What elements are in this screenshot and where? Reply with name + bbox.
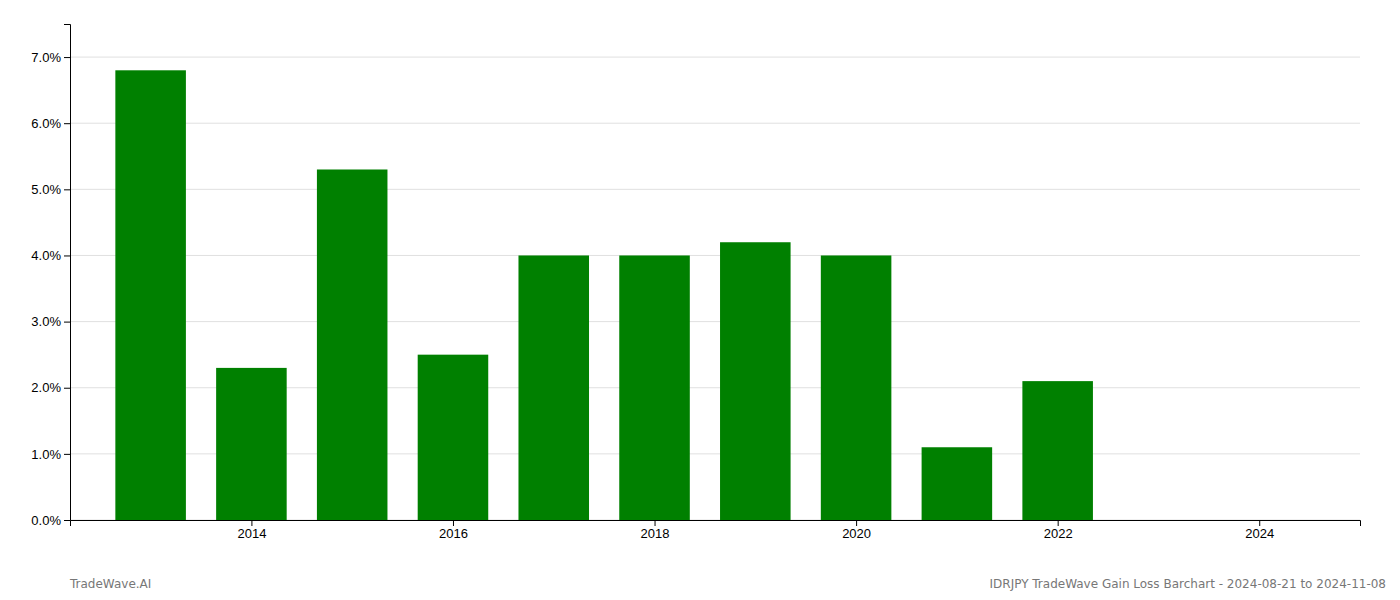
y-tick-mark — [64, 189, 70, 190]
x-tick-mark — [251, 520, 252, 526]
x-tick: 2022 — [1044, 520, 1073, 541]
grid-line — [70, 123, 1360, 124]
y-tick-label: 6.0% — [31, 116, 61, 131]
bar — [821, 255, 892, 520]
y-tick-label: 7.0% — [31, 50, 61, 65]
x-tick-label: 2020 — [842, 526, 871, 541]
grid-line — [70, 255, 1360, 256]
chart: 2014 2016 2018 2020 2022 2024 0.0% 1.0% 2.0% 3.0%… — [0, 0, 1400, 600]
y-tick: 3.0% — [31, 314, 70, 329]
y-tick-label: 1.0% — [31, 447, 61, 462]
y-tick-mark — [64, 322, 70, 323]
x-axis-line — [71, 521, 1361, 527]
y-tick-mark — [64, 454, 70, 455]
bar — [922, 447, 993, 520]
y-tick-label: 5.0% — [31, 182, 61, 197]
bar — [518, 255, 589, 520]
x-tick-mark — [1259, 520, 1260, 526]
bar — [317, 169, 388, 520]
x-tick-label: 2014 — [237, 526, 266, 541]
y-tick: 2.0% — [31, 380, 70, 395]
x-tick-mark — [1058, 520, 1059, 526]
grid-line — [70, 57, 1360, 58]
y-tick-label: 3.0% — [31, 314, 61, 329]
x-tick: 2016 — [439, 520, 468, 541]
bar — [1022, 381, 1093, 520]
x-tick: 2024 — [1245, 520, 1274, 541]
x-tick-label: 2016 — [439, 526, 468, 541]
x-tick-label: 2022 — [1044, 526, 1073, 541]
footer-right: IDRJPY TradeWave Gain Loss Barchart - 20… — [990, 577, 1386, 591]
y-axis-line — [64, 25, 71, 521]
grid-line — [70, 189, 1360, 190]
bar — [418, 355, 489, 520]
grid — [70, 57, 1360, 520]
y-tick-mark — [64, 388, 70, 389]
bar — [619, 255, 690, 520]
x-tick: 2020 — [842, 520, 871, 541]
y-tick-mark — [64, 255, 70, 256]
y-tick: 4.0% — [31, 248, 70, 263]
x-tick-mark — [453, 520, 454, 526]
x-axis: 2014 2016 2018 2020 2022 2024 — [71, 520, 1361, 541]
bar — [115, 70, 186, 520]
y-tick-label: 2.0% — [31, 380, 61, 395]
y-tick-mark — [64, 57, 70, 58]
y-tick-label: 0.0% — [31, 513, 61, 528]
x-tick-mark — [856, 520, 857, 526]
y-tick: 6.0% — [31, 116, 70, 131]
bar — [216, 368, 287, 520]
y-tick-label: 4.0% — [31, 248, 61, 263]
y-axis: 0.0% 1.0% 2.0% 3.0% 4.0% 5.0% 6.0% 7.0% — [31, 25, 70, 528]
x-tick-label: 2018 — [641, 526, 670, 541]
grid-line — [70, 321, 1360, 322]
x-tick: 2014 — [237, 520, 266, 541]
footer-left: TradeWave.AI — [69, 577, 151, 591]
y-tick: 0.0% — [31, 513, 70, 528]
bar — [720, 242, 791, 520]
y-tick-mark — [64, 520, 70, 521]
x-tick-label: 2024 — [1245, 526, 1274, 541]
bars — [115, 70, 1093, 520]
y-tick: 5.0% — [31, 182, 70, 197]
x-tick: 2018 — [641, 520, 670, 541]
x-tick-mark — [655, 520, 656, 526]
y-tick: 7.0% — [31, 50, 70, 65]
plot: 2014 2016 2018 2020 2022 2024 0.0% 1.0% 2.0% 3.0%… — [31, 25, 1360, 542]
y-tick-mark — [64, 123, 70, 124]
y-tick: 1.0% — [31, 447, 70, 462]
